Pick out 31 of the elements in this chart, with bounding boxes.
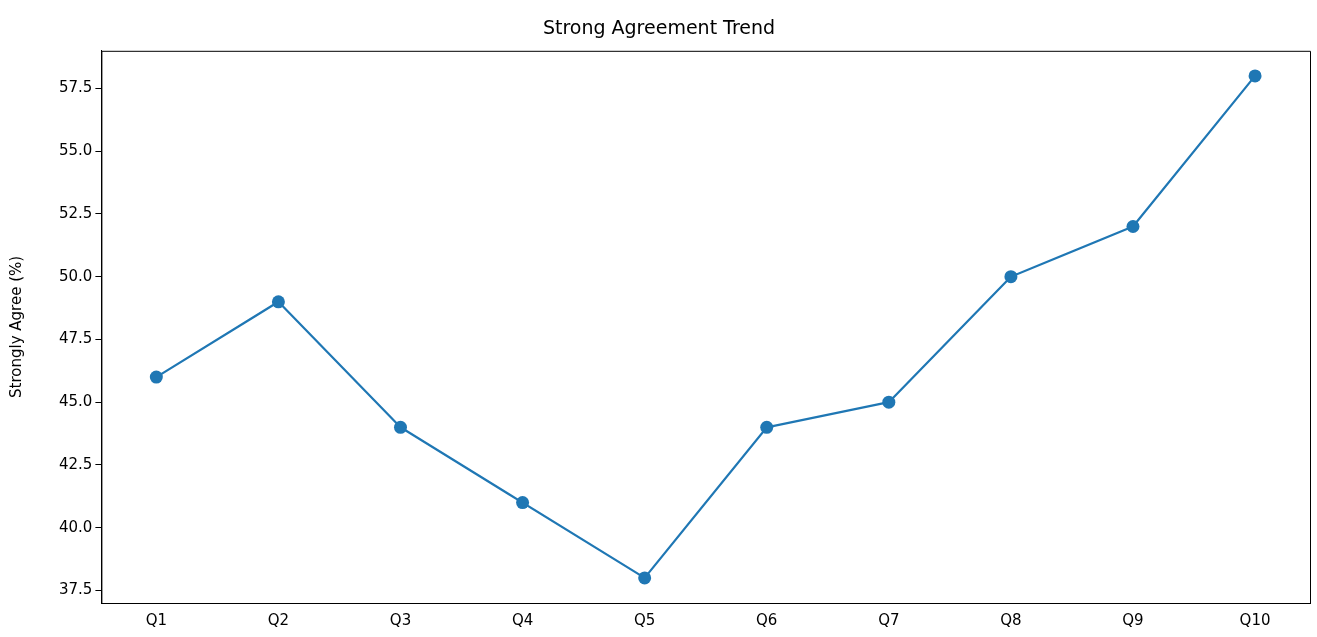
point: [1248, 69, 1262, 83]
x-tick-label: Q9: [1122, 610, 1144, 629]
y-tick-label: 47.5: [58, 329, 93, 348]
y-tick-label: 57.5: [58, 78, 93, 97]
point: [394, 420, 407, 434]
y-tick-label: 52.5: [58, 203, 93, 222]
x-tick-label: Q6: [756, 610, 778, 629]
x-tick-label: Q1: [145, 610, 168, 629]
x-tick-label: Q10: [1239, 610, 1271, 629]
x-tick-label: Q3: [389, 610, 412, 629]
x-tick-label: Q7: [878, 610, 900, 629]
y-tick-label: 40.0: [58, 517, 93, 536]
point: [760, 420, 774, 434]
point: [882, 395, 896, 409]
chart-title: Strong Agreement Trend: [542, 16, 776, 39]
y-tick-label: 50.0: [58, 266, 93, 285]
y-tick-label: 55.0: [58, 141, 93, 160]
x-tick-label: Q8: [1000, 610, 1022, 629]
x-tick-label: Q2: [267, 610, 290, 629]
y-tick-label: 37.5: [58, 580, 93, 599]
y-tick-label: 42.5: [58, 454, 93, 473]
x-tick-label: Q5: [633, 610, 656, 629]
point: [638, 571, 652, 585]
point: [271, 295, 285, 309]
y-axis-title: Strongly Agree (%): [6, 255, 25, 398]
x-tick-label: Q4: [511, 610, 534, 629]
point: [516, 496, 530, 510]
point: [1004, 270, 1018, 284]
y-tick-label: 45.0: [58, 392, 93, 411]
point: [1126, 220, 1140, 233]
point: [149, 370, 163, 384]
